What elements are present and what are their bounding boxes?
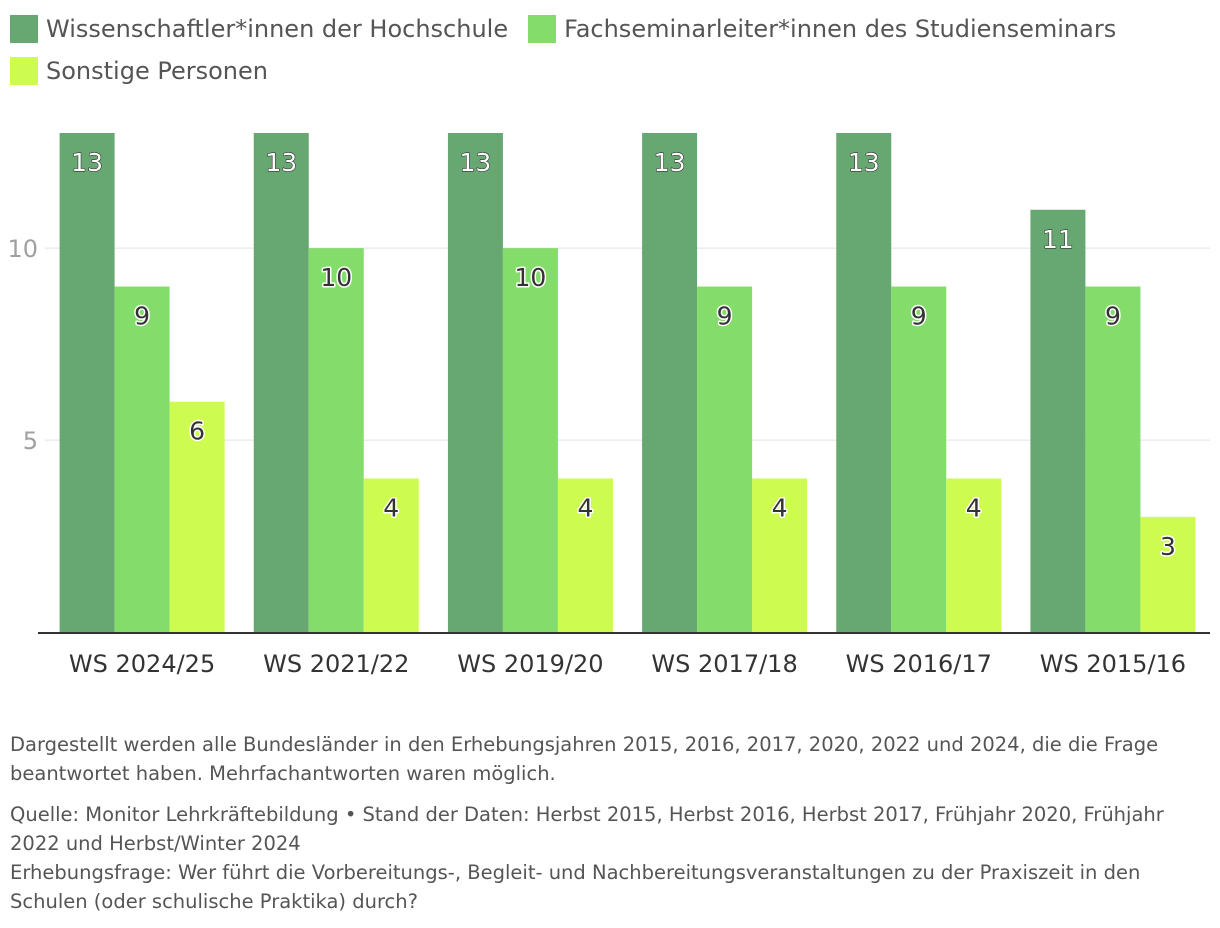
bar-chart: 13 9 6 13 10 4 13 10 4 13 9 4 13 9 4 11 9 3 5 10 WS 2024/25… — [7, 133, 1210, 678]
legend-item-sonstige[interactable]: Sonstige Personen — [10, 56, 268, 86]
bar[interactable] — [1030, 209, 1086, 632]
legend-item-wissenschaftler[interactable]: Wissenschaftler*innen der Hochschule — [10, 14, 508, 44]
x-tick-label: WS 2016/17 — [846, 650, 992, 678]
data-label: 4 — [966, 493, 982, 522]
bar[interactable] — [169, 401, 225, 632]
data-label: 4 — [772, 493, 788, 522]
x-tick-label: WS 2015/16 — [1040, 650, 1186, 678]
bar[interactable] — [752, 478, 808, 632]
x-tick-label: WS 2021/22 — [263, 650, 409, 678]
legend-swatch-sonstige — [10, 57, 38, 85]
axes: 5 10 WS 2024/25 WS 2021/22 WS 2019/20 WS 2017… — [7, 235, 1210, 678]
bar[interactable] — [363, 478, 419, 632]
bar[interactable] — [891, 286, 947, 632]
data-label: 4 — [383, 493, 399, 522]
bar[interactable] — [946, 478, 1002, 632]
bar[interactable] — [1140, 516, 1196, 632]
chart-description: Dargestellt werden alle Bundesländer in … — [10, 733, 1159, 785]
y-tick-label: 5 — [23, 427, 38, 455]
bar[interactable] — [59, 133, 115, 632]
data-label: 9 — [911, 302, 927, 331]
bar[interactable] — [642, 133, 698, 632]
chart-legend: Wissenschaftler*innen der Hochschule Fac… — [10, 14, 1210, 86]
bar[interactable] — [308, 248, 364, 632]
data-label: 13 — [848, 148, 880, 177]
bar[interactable] — [447, 133, 503, 632]
bar[interactable] — [697, 286, 753, 632]
legend-swatch-fachseminarleiter — [528, 15, 557, 43]
data-label: 6 — [189, 417, 205, 446]
bar[interactable] — [836, 133, 892, 632]
legend-swatch-wissenschaftler — [10, 15, 38, 43]
bar[interactable] — [557, 478, 613, 632]
data-label: 10 — [320, 263, 352, 292]
x-tick-label: WS 2024/25 — [69, 650, 215, 678]
chart-source: Quelle: Monitor Lehrkräftebildung • Stan… — [10, 803, 1164, 855]
y-tick-label: 10 — [7, 235, 38, 263]
data-labels: 13 9 6 13 10 4 13 10 4 13 9 4 13 9 4 11 9 3 — [71, 147, 1178, 562]
x-tick-label: WS 2019/20 — [457, 650, 603, 678]
legend-label-sonstige: Sonstige Personen — [46, 57, 268, 85]
data-label: 9 — [1105, 302, 1121, 331]
data-label: 10 — [515, 263, 547, 292]
data-label: 13 — [654, 148, 686, 177]
data-label: 9 — [717, 302, 733, 331]
bar[interactable] — [1085, 286, 1141, 632]
data-label: 11 — [1042, 225, 1074, 254]
legend-label-fachseminarleiter: Fachseminarleiter*innen des Studiensemin… — [564, 15, 1117, 43]
bar[interactable] — [114, 286, 170, 632]
data-label: 13 — [265, 148, 297, 177]
gridlines — [45, 247, 1210, 441]
legend-item-fachseminarleiter[interactable]: Fachseminarleiter*innen des Studiensemin… — [528, 14, 1116, 44]
data-label: 9 — [134, 302, 150, 331]
legend-label-wissenschaftler: Wissenschaftler*innen der Hochschule — [46, 15, 509, 43]
data-label: 13 — [460, 148, 492, 177]
bar[interactable] — [502, 248, 558, 632]
bars — [59, 133, 1196, 632]
x-tick-label: WS 2017/18 — [651, 650, 797, 678]
bar[interactable] — [253, 133, 309, 632]
data-label: 4 — [577, 493, 593, 522]
data-label: 3 — [1160, 532, 1176, 561]
survey-question: Erhebungsfrage: Wer führt die Vorbereitu… — [10, 861, 1141, 913]
data-label: 13 — [71, 148, 103, 177]
chart-notes: Dargestellt werden alle Bundesländer in … — [10, 730, 1210, 916]
